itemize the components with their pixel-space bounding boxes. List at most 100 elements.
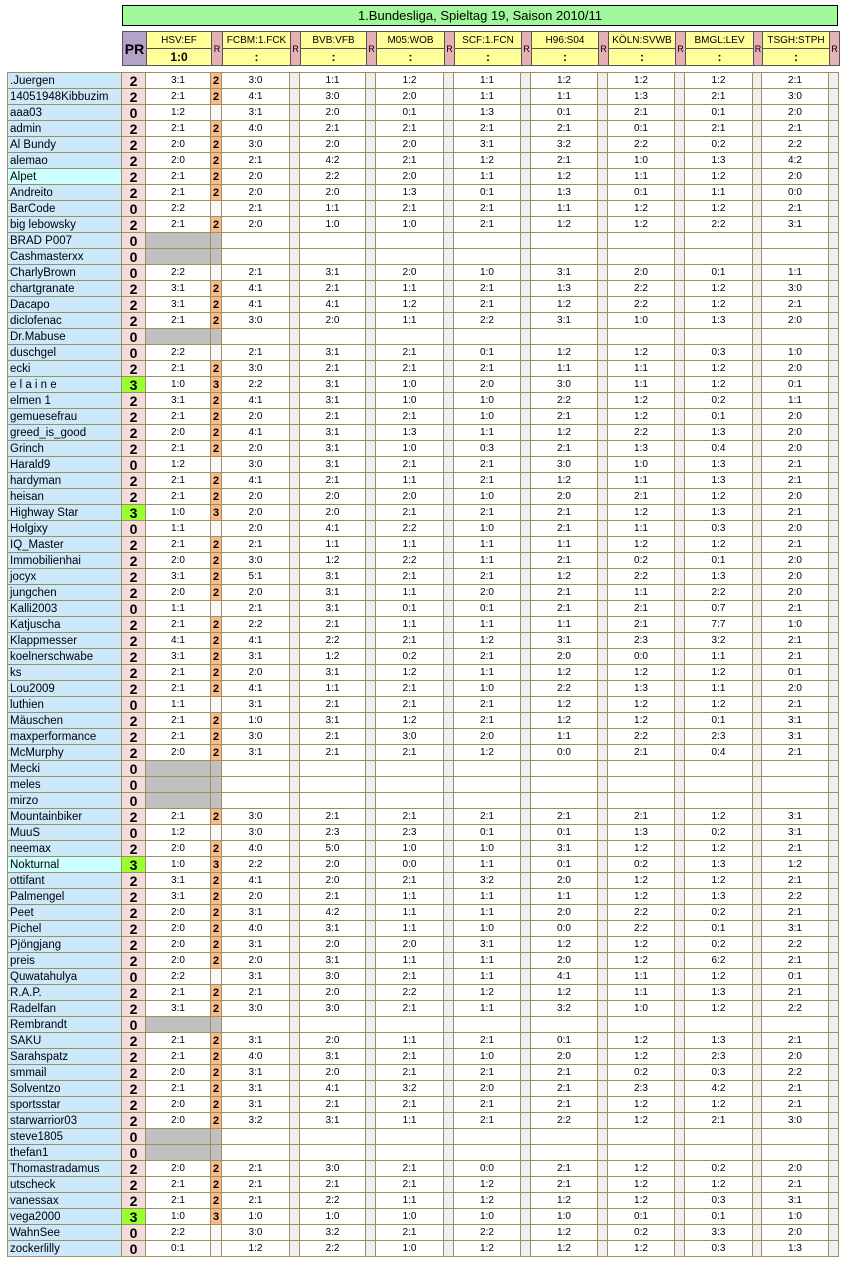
tip-cell xyxy=(607,776,675,793)
player-name[interactable]: Dr.Mabuse xyxy=(7,328,122,345)
match-points xyxy=(752,664,762,681)
tip-cell: 3:1 xyxy=(221,968,290,985)
player-name[interactable]: McMurphy xyxy=(7,744,122,761)
tip-cell: 2:0 xyxy=(221,488,290,505)
player-name[interactable]: SAKU xyxy=(7,1032,122,1049)
match-points: 2 xyxy=(210,808,222,825)
player-name[interactable]: heisan xyxy=(7,488,122,505)
player-name[interactable]: duschgel xyxy=(7,344,122,361)
tip-cell: 1:0 xyxy=(453,1208,521,1225)
player-name[interactable]: Thomastradamus xyxy=(7,1160,122,1177)
player-name[interactable]: e l a i n e xyxy=(7,376,122,393)
player-name[interactable]: ks xyxy=(7,664,122,681)
player-name[interactable]: Lou2009 xyxy=(7,680,122,697)
player-name[interactable]: steve1805 xyxy=(7,1128,122,1145)
player-name[interactable]: elmen 1 xyxy=(7,392,122,409)
player-name[interactable]: diclofenac xyxy=(7,312,122,329)
player-name[interactable]: MuuS xyxy=(7,824,122,841)
player-name[interactable]: Grinch xyxy=(7,440,122,457)
tip-cell xyxy=(530,1144,598,1161)
player-name[interactable]: luthien xyxy=(7,696,122,713)
player-name[interactable]: WahnSee xyxy=(7,1224,122,1241)
player-name[interactable]: preis xyxy=(7,952,122,969)
player-name[interactable]: maxperformance xyxy=(7,728,122,745)
player-name[interactable]: Sarahspatz xyxy=(7,1048,122,1065)
match-points xyxy=(289,136,300,153)
player-name[interactable]: Nokturnal xyxy=(7,856,122,873)
player-name[interactable]: utscheck xyxy=(7,1176,122,1193)
player-name[interactable]: BRAD P007 xyxy=(7,232,122,249)
player-name[interactable]: Alpet xyxy=(7,168,122,185)
player-name[interactable]: admin xyxy=(7,120,122,137)
tip-cell: 2:1 xyxy=(221,264,290,281)
player-name[interactable]: Klappmesser xyxy=(7,632,122,649)
player-name[interactable]: vanessax xyxy=(7,1192,122,1209)
player-name[interactable]: 14051948Kibbuzim xyxy=(7,88,122,105)
player-name[interactable]: jungchen xyxy=(7,584,122,601)
tip-cell: 2:1 xyxy=(375,200,444,217)
tip-cell: 1:0 xyxy=(145,504,211,521)
player-name[interactable]: meles xyxy=(7,776,122,793)
match-points xyxy=(828,872,839,889)
player-name[interactable]: vega2000 xyxy=(7,1208,122,1225)
player-name[interactable]: Katjuscha xyxy=(7,616,122,633)
player-name[interactable]: Mountainbiker xyxy=(7,808,122,825)
player-name[interactable]: Kalli2003 xyxy=(7,600,122,617)
player-name[interactable]: .Juergen xyxy=(7,72,122,89)
player-name[interactable]: mirzo xyxy=(7,792,122,809)
tip-cell xyxy=(375,328,444,345)
player-name[interactable]: Cashmasterxx xyxy=(7,248,122,265)
player-name[interactable]: Peet xyxy=(7,904,122,921)
player-name[interactable]: Harald9 xyxy=(7,456,122,473)
match-points xyxy=(828,248,839,265)
player-name[interactable]: neemax xyxy=(7,840,122,857)
tip-cell: 4:1 xyxy=(221,872,290,889)
table-row: big lebowsky 2 2:1 2 2:0 1:0 1:0 2:1 1:2 1:2 2:2 3:… xyxy=(7,216,839,233)
player-name[interactable]: Radelfan xyxy=(7,1000,122,1017)
match-points xyxy=(365,376,376,393)
match-points xyxy=(365,840,376,857)
player-name[interactable]: gemuesefrau xyxy=(7,408,122,425)
player-name[interactable]: thefan1 xyxy=(7,1144,122,1161)
player-name[interactable]: Palmengel xyxy=(7,888,122,905)
tip-cell: 3:1 xyxy=(530,264,598,281)
player-name[interactable]: Al Bundy xyxy=(7,136,122,153)
player-name[interactable]: aaa03 xyxy=(7,104,122,121)
player-name[interactable]: hardyman xyxy=(7,472,122,489)
player-name[interactable]: IQ_Master xyxy=(7,536,122,553)
tip-cell: 3:0 xyxy=(375,728,444,745)
match-points xyxy=(443,600,454,617)
player-name[interactable]: chartgranate xyxy=(7,280,122,297)
player-name[interactable]: Solventzo xyxy=(7,1080,122,1097)
tip-cell: 4:1 xyxy=(221,88,290,105)
player-name[interactable]: Highway Star xyxy=(7,504,122,521)
player-name[interactable]: Andreito xyxy=(7,184,122,201)
player-name[interactable]: Pichel xyxy=(7,920,122,937)
player-name[interactable]: Holgixy xyxy=(7,520,122,537)
player-name[interactable]: Pjöngjang xyxy=(7,936,122,953)
player-name[interactable]: starwarrior03 xyxy=(7,1112,122,1129)
player-name[interactable]: ottifant xyxy=(7,872,122,889)
player-name[interactable]: Quwatahulya xyxy=(7,968,122,985)
player-name[interactable]: Mecki xyxy=(7,760,122,777)
match-points xyxy=(289,728,300,745)
player-name[interactable]: koelnerschwabe xyxy=(7,648,122,665)
player-name[interactable]: ecki xyxy=(7,360,122,377)
player-name[interactable]: alemao xyxy=(7,152,122,169)
match-points xyxy=(752,712,762,729)
player-name[interactable]: Rembrandt xyxy=(7,1016,122,1033)
player-name[interactable]: Dacapo xyxy=(7,296,122,313)
player-name[interactable]: big lebowsky xyxy=(7,216,122,233)
player-name[interactable]: CharlyBrown xyxy=(7,264,122,281)
player-name[interactable]: sportsstar xyxy=(7,1096,122,1113)
tip-cell: 2:1 xyxy=(761,648,829,665)
player-name[interactable]: Immobilienhai xyxy=(7,552,122,569)
tip-cell xyxy=(299,232,366,249)
player-name[interactable]: greed_is_good xyxy=(7,424,122,441)
player-name[interactable]: jocyx xyxy=(7,568,122,585)
player-name[interactable]: R.A.P. xyxy=(7,984,122,1001)
player-name[interactable]: smmail xyxy=(7,1064,122,1081)
player-name[interactable]: zockerlilly xyxy=(7,1240,122,1257)
player-name[interactable]: Mäuschen xyxy=(7,712,122,729)
player-name[interactable]: BarCode xyxy=(7,200,122,217)
